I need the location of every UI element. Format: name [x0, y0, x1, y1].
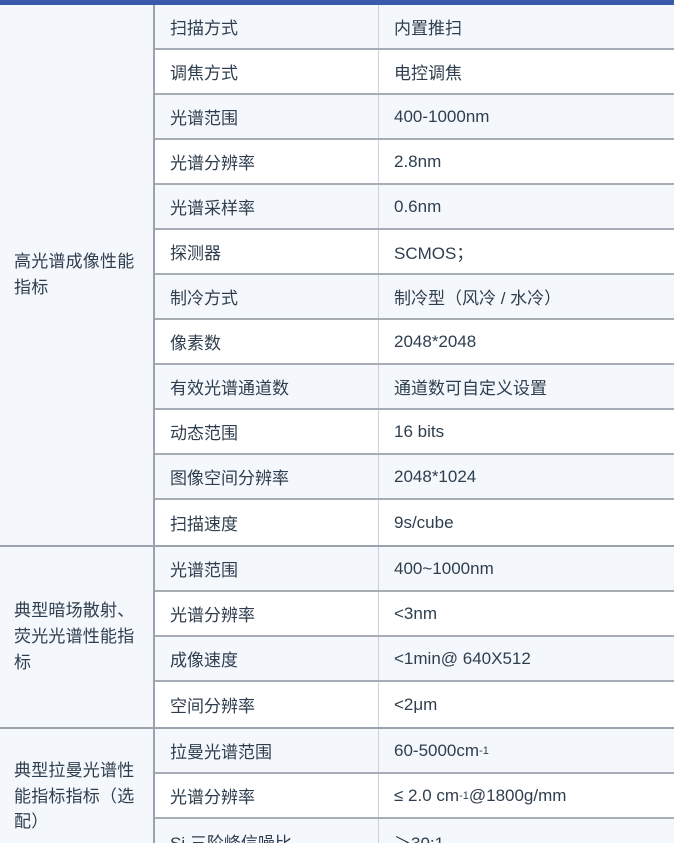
table-row: 图像空间分辨率 2048*1024: [155, 455, 674, 500]
table-row: 光谱范围 400~1000nm: [155, 547, 674, 592]
row-key: 光谱分辨率: [155, 592, 379, 635]
row-value: 60-5000cm -1: [394, 740, 489, 760]
row-value: 400~1000nm: [394, 558, 494, 578]
table-row: 探测器 SCMOS；: [155, 230, 674, 275]
row-value-text-b: @1800g/mm: [468, 785, 567, 805]
row-key: 制冷方式: [155, 275, 379, 318]
row-key: 扫描方式: [155, 5, 379, 48]
row-key: 光谱分辨率: [155, 140, 379, 183]
row-key: 调焦方式: [155, 50, 379, 93]
table-section-hyperspectral: 高光谱成像性能指标 扫描方式 内置推扫 调焦方式 电控调焦 光谱范围 400-1…: [0, 5, 674, 547]
table-row: 成像速度 <1min@ 640X512: [155, 637, 674, 682]
row-key: 拉曼光谱范围: [155, 729, 379, 772]
row-value: ≤ 2.0 cm -1 @1800g/mm: [394, 785, 567, 805]
row-key: 扫描速度: [155, 500, 379, 545]
row-value: 2048*1024: [394, 466, 477, 486]
table-row: 扫描速度 9s/cube: [155, 500, 674, 545]
table-section-darkfield-fluorescence: 典型暗场散射、荧光光谱性能指标 光谱范围 400~1000nm 光谱分辨率 <3…: [0, 547, 674, 729]
section-label-text: 典型暗场散射、荧光光谱性能指标: [14, 601, 135, 672]
section-label-cell: 典型拉曼光谱性能指标指标（选配）: [0, 729, 155, 843]
table-row: Si 三阶峰信噪比 ＞30:1: [155, 819, 674, 843]
row-key: 光谱范围: [155, 547, 379, 590]
row-key: 探测器: [155, 230, 379, 273]
row-value: 内置推扫: [394, 19, 462, 38]
row-value: 制冷型（风冷 / 水冷）: [394, 289, 562, 308]
row-value: 通道数可自定义设置: [394, 379, 547, 398]
section-rows: 光谱范围 400~1000nm 光谱分辨率 <3nm 成像速度 <1min@ 6…: [155, 547, 674, 727]
row-key: 动态范围: [155, 410, 379, 453]
row-key: 光谱采样率: [155, 185, 379, 228]
row-key: 光谱范围: [155, 95, 379, 138]
row-value-text: 60-5000cm: [394, 740, 480, 760]
row-key: 光谱分辨率: [155, 774, 379, 817]
row-key: 有效光谱通道数: [155, 365, 379, 408]
row-value: <3nm: [394, 603, 437, 623]
table-row: 制冷方式 制冷型（风冷 / 水冷）: [155, 275, 674, 320]
row-key: 图像空间分辨率: [155, 455, 379, 498]
row-value: SCMOS；: [394, 244, 474, 263]
table-row: 拉曼光谱范围 60-5000cm -1: [155, 729, 674, 774]
table-row: 有效光谱通道数 通道数可自定义设置: [155, 365, 674, 410]
row-value: 400-1000nm: [394, 106, 490, 126]
table-row: 空间分辨率 <2μm: [155, 682, 674, 727]
row-value: 2048*2048: [394, 331, 477, 351]
section-label-text: 高光谱成像性能指标: [14, 252, 135, 297]
row-key: 空间分辨率: [155, 682, 379, 727]
row-value: <1min@ 640X512: [394, 648, 531, 668]
row-value: <2μm: [394, 694, 438, 714]
row-value: 2.8nm: [394, 151, 442, 171]
table-section-raman: 典型拉曼光谱性能指标指标（选配） 拉曼光谱范围 60-5000cm -1 光谱分辨…: [0, 729, 674, 843]
row-value: 电控调焦: [394, 64, 462, 83]
row-key: 成像速度: [155, 637, 379, 680]
section-rows: 拉曼光谱范围 60-5000cm -1 光谱分辨率 ≤ 2.0 cm -1 @1800…: [155, 729, 674, 843]
table-row: 扫描方式 内置推扫: [155, 5, 674, 50]
row-value: 9s/cube: [394, 512, 454, 532]
row-key: Si 三阶峰信噪比: [155, 819, 379, 843]
section-rows: 扫描方式 内置推扫 调焦方式 电控调焦 光谱范围 400-1000nm 光谱分辨…: [155, 5, 674, 545]
row-value: ＞30:1: [379, 819, 674, 843]
section-label-text: 典型拉曼光谱性能指标指标（选配）: [14, 760, 135, 832]
table-row: 调焦方式 电控调焦: [155, 50, 674, 95]
section-label-cell: 高光谱成像性能指标: [0, 5, 155, 545]
table-row: 像素数 2048*2048: [155, 320, 674, 365]
row-key: 像素数: [155, 320, 379, 363]
row-value: 0.6nm: [394, 196, 442, 216]
table-row: 光谱采样率 0.6nm: [155, 185, 674, 230]
table-row: 动态范围 16 bits: [155, 410, 674, 455]
table-row: 光谱分辨率 2.8nm: [155, 140, 674, 185]
row-value: 16 bits: [394, 421, 445, 441]
table-row: 光谱分辨率 ≤ 2.0 cm -1 @1800g/mm: [155, 774, 674, 819]
section-label-cell: 典型暗场散射、荧光光谱性能指标: [0, 547, 155, 727]
row-value-text-a: ≤ 2.0 cm: [394, 785, 460, 805]
table-row: 光谱分辨率 <3nm: [155, 592, 674, 637]
table-row: 光谱范围 400-1000nm: [155, 95, 674, 140]
